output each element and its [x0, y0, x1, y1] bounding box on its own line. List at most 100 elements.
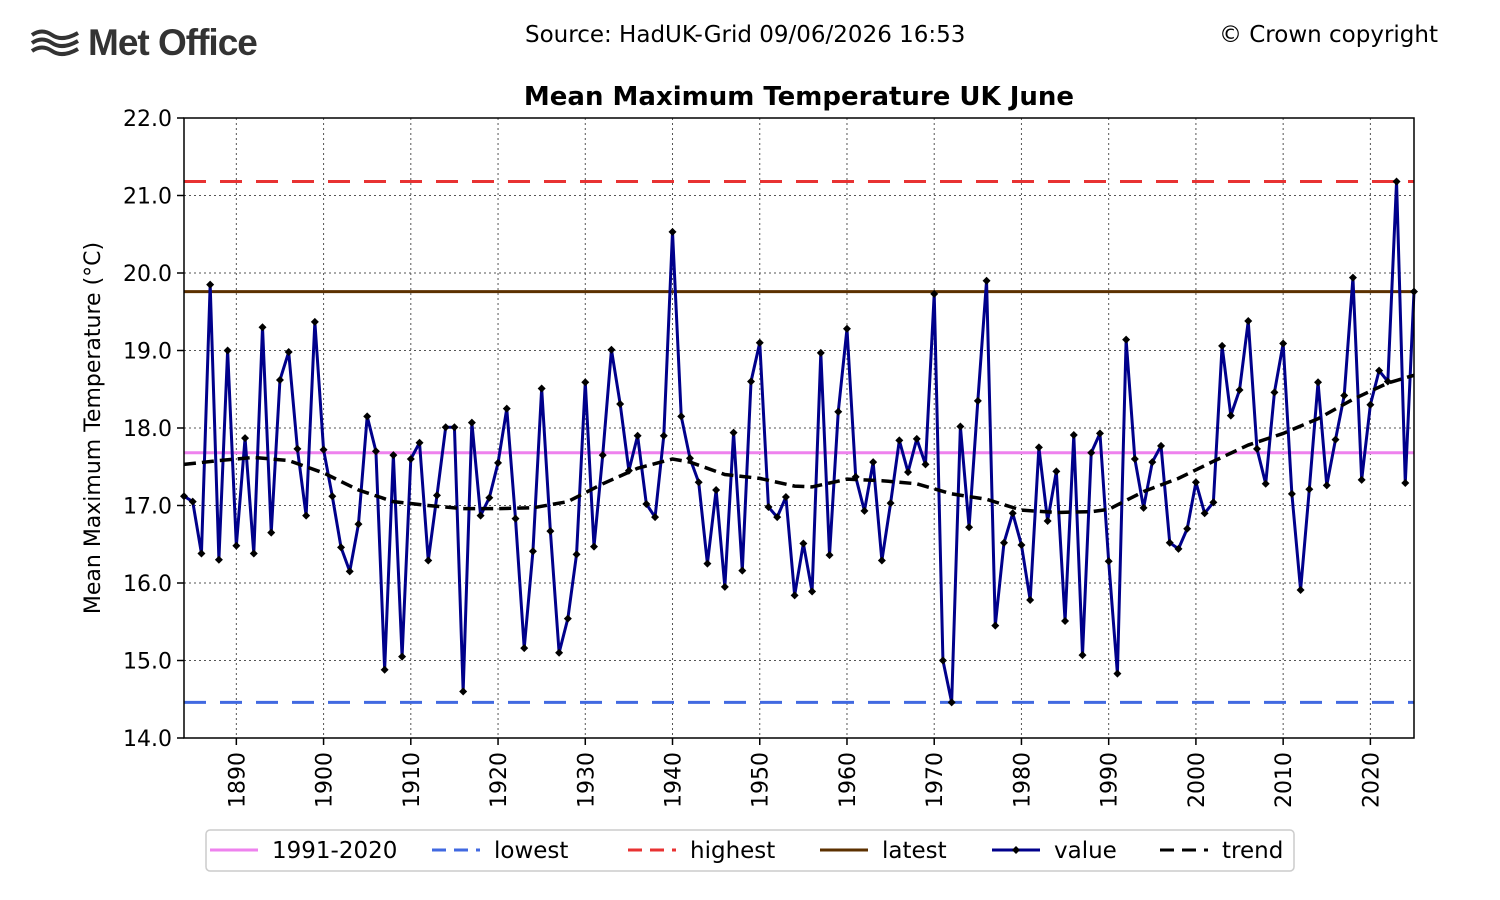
value-point	[720, 582, 729, 591]
value-point	[494, 458, 503, 467]
value-point	[1130, 455, 1139, 463]
value-point	[206, 280, 215, 289]
value-point	[424, 556, 433, 565]
value-point	[808, 587, 817, 596]
value-point	[1034, 443, 1043, 452]
legend-label: 1991-2020	[272, 838, 397, 864]
value-point	[1122, 335, 1131, 344]
y-axis-label: Mean Maximum Temperature (°C)	[81, 242, 106, 614]
value-point	[1226, 411, 1235, 420]
value-point	[1287, 489, 1296, 498]
series-group	[180, 177, 1418, 707]
value-point	[1366, 400, 1375, 409]
value-point	[1026, 596, 1035, 605]
value-point	[773, 513, 782, 522]
x-tick-label: 2000	[1185, 752, 1210, 808]
value-point	[1383, 377, 1392, 386]
y-tick-label: 22.0	[123, 107, 172, 132]
y-tick-label: 21.0	[123, 185, 172, 210]
value-point	[1139, 503, 1148, 512]
value-point	[249, 549, 258, 558]
y-tick-label: 16.0	[123, 572, 172, 597]
value-point	[982, 276, 991, 285]
value-point	[659, 431, 668, 440]
value-point	[363, 412, 372, 421]
value-point	[1165, 538, 1174, 547]
value-point	[1000, 538, 1008, 547]
value-point	[1235, 386, 1244, 395]
value-point	[825, 551, 834, 560]
value-point	[450, 423, 459, 432]
value-point	[232, 541, 241, 550]
value-point	[467, 418, 476, 427]
y-axis: 14.0 15.0 16.0 17.0 18.0 19.0 20.0 21.0 22.0	[123, 107, 184, 752]
value-point	[1104, 557, 1113, 566]
legend-marker	[1012, 846, 1020, 854]
x-axis: 1890 1900 1910 1920 1930 1940 1950 1960 1970 1980…	[225, 738, 1384, 808]
value-point	[895, 436, 904, 445]
value-point	[572, 550, 581, 559]
value-point	[371, 447, 380, 456]
x-tick-label: 1990	[1098, 752, 1123, 808]
value-point	[293, 444, 302, 453]
value-point	[267, 528, 276, 537]
value-point	[694, 478, 703, 487]
value-point	[790, 591, 799, 600]
value-point	[1348, 273, 1357, 282]
value-point	[354, 520, 363, 529]
value-point	[188, 497, 197, 506]
value-point	[598, 451, 607, 460]
value-point	[581, 378, 590, 387]
x-tick-label: 1930	[574, 752, 599, 808]
value-point	[1095, 429, 1104, 438]
value-point	[633, 431, 642, 440]
value-point	[511, 514, 520, 523]
value-point	[563, 614, 572, 623]
trend-line	[183, 373, 1415, 515]
value-line	[183, 180, 1416, 704]
value-point	[590, 542, 598, 551]
value-point	[1296, 585, 1305, 594]
copyright-label: © Crown copyright	[1218, 22, 1438, 48]
value-point	[781, 492, 790, 501]
value-point	[302, 511, 311, 520]
chart-title: Mean Maximum Temperature UK June	[524, 82, 1074, 112]
x-tick-label: 1980	[1010, 752, 1035, 808]
y-tick-label: 18.0	[123, 417, 172, 442]
reference-lines	[184, 180, 1414, 704]
value-point	[712, 486, 721, 494]
value-point	[912, 434, 921, 443]
value-point	[476, 511, 485, 520]
y-tick-label: 14.0	[123, 727, 172, 752]
value-point	[1017, 541, 1026, 550]
value-point	[1061, 616, 1070, 625]
value-point	[1113, 669, 1122, 678]
value-point	[947, 698, 956, 707]
value-point	[1244, 317, 1253, 326]
x-tick-label: 1920	[487, 752, 512, 808]
legend-label: highest	[690, 838, 775, 864]
value-point	[555, 648, 564, 657]
value-point	[1087, 448, 1096, 457]
value-point	[432, 491, 441, 500]
value-point	[703, 559, 712, 568]
value-point	[991, 621, 1000, 630]
value-point	[1209, 498, 1218, 507]
x-tick-label: 2010	[1272, 752, 1297, 808]
value-point	[319, 445, 328, 454]
value-point	[1148, 458, 1157, 467]
waves-icon	[30, 29, 79, 56]
value-point	[1174, 544, 1183, 553]
met-office-logo: Met Office	[30, 18, 258, 68]
value-point	[223, 346, 232, 355]
value-point	[1401, 479, 1410, 488]
value-point	[607, 345, 616, 354]
value-point	[616, 399, 625, 408]
legend-label: lowest	[494, 838, 568, 864]
value-point	[415, 438, 424, 447]
value-point	[328, 492, 337, 501]
x-tick-label: 2020	[1359, 752, 1384, 808]
logo-text: Met Office	[88, 22, 258, 63]
value-point	[275, 375, 284, 384]
